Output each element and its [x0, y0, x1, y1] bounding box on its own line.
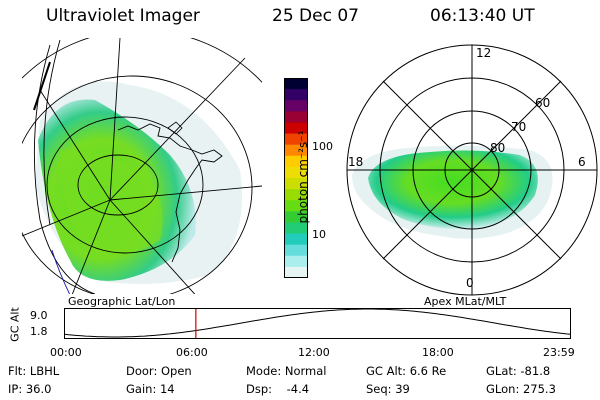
altitude-xtick-3: 18:00 [422, 346, 454, 359]
lat-label-70: 70 [511, 120, 527, 134]
colorbar-swatch [284, 189, 308, 201]
colorbar-swatch [284, 255, 308, 268]
colorbar-swatch [284, 133, 308, 146]
colorbar-swatch [284, 166, 308, 179]
time-label: 06:13:40 UT [430, 6, 535, 26]
colorbar-swatch [284, 200, 308, 212]
colorbar-swatch [284, 100, 308, 112]
info-mode: Mode: Normal [246, 364, 327, 378]
colorbar-swatch [284, 122, 308, 135]
colorbar-swatch [284, 266, 308, 278]
info-door: Door: Open [126, 364, 192, 378]
date-label: 25 Dec 07 [272, 6, 359, 26]
info-glat: GLat: -81.8 [486, 364, 551, 378]
lat-label-80: 80 [490, 141, 506, 155]
mag-panel-label: Apex MLat/MLT [424, 295, 507, 308]
colorbar-swatch [284, 155, 308, 168]
info-gc-alt: GC Alt: 6.6 Re [366, 364, 447, 378]
colorbar-swatch [284, 178, 308, 190]
altitude-ylabel: GC Alt [8, 307, 22, 342]
mlt-label-18: 18 [348, 155, 364, 169]
info-gain: Gain: 14 [126, 382, 175, 396]
colorbar [284, 78, 308, 278]
info-filter: Flt: LBHL [8, 364, 60, 378]
mag-dial [346, 44, 598, 296]
altitude-xtick-1: 06:00 [176, 346, 208, 359]
mlt-label-0: 0 [466, 276, 474, 290]
mlt-label-6: 6 [578, 155, 586, 169]
colorbar-swatch [284, 211, 308, 223]
colorbar-swatch [284, 244, 308, 257]
lat-label-60: 60 [535, 96, 551, 110]
altitude-xtick-2: 12:00 [298, 346, 330, 359]
colorbar-tick-10: 10 [312, 228, 326, 241]
altitude-curve [64, 308, 571, 338]
colorbar-swatch [284, 111, 308, 123]
colorbar-frame [284, 78, 308, 278]
altitude-plot [64, 308, 571, 339]
colorbar-tick-100: 100 [312, 140, 333, 153]
mlt-label-12: 12 [476, 46, 492, 60]
colorbar-swatch [284, 233, 308, 246]
instrument-title: Ultraviolet Imager [46, 6, 200, 26]
info-glon: GLon: 275.3 [486, 382, 556, 396]
altitude-ytick-bottom: 1.8 [30, 325, 48, 338]
info-ip: IP: 36.0 [8, 382, 52, 396]
altitude-ytick-top: 9.0 [30, 309, 48, 322]
colorbar-swatch [284, 222, 308, 235]
info-dsp: Dsp: -4.4 [246, 382, 310, 396]
colorbar-unit: photon cm⁻²s⁻¹ [296, 130, 310, 224]
colorbar-swatch [284, 89, 308, 101]
altitude-xtick-0: 00:00 [50, 346, 82, 359]
colorbar-swatch [284, 78, 308, 90]
colorbar-swatch [284, 144, 308, 157]
geo-image [22, 38, 262, 294]
altitude-xtick-4: 23:59 [543, 346, 575, 359]
info-seq: Seq: 39 [366, 382, 410, 396]
geo-panel-label: Geographic Lat/Lon [68, 295, 176, 308]
